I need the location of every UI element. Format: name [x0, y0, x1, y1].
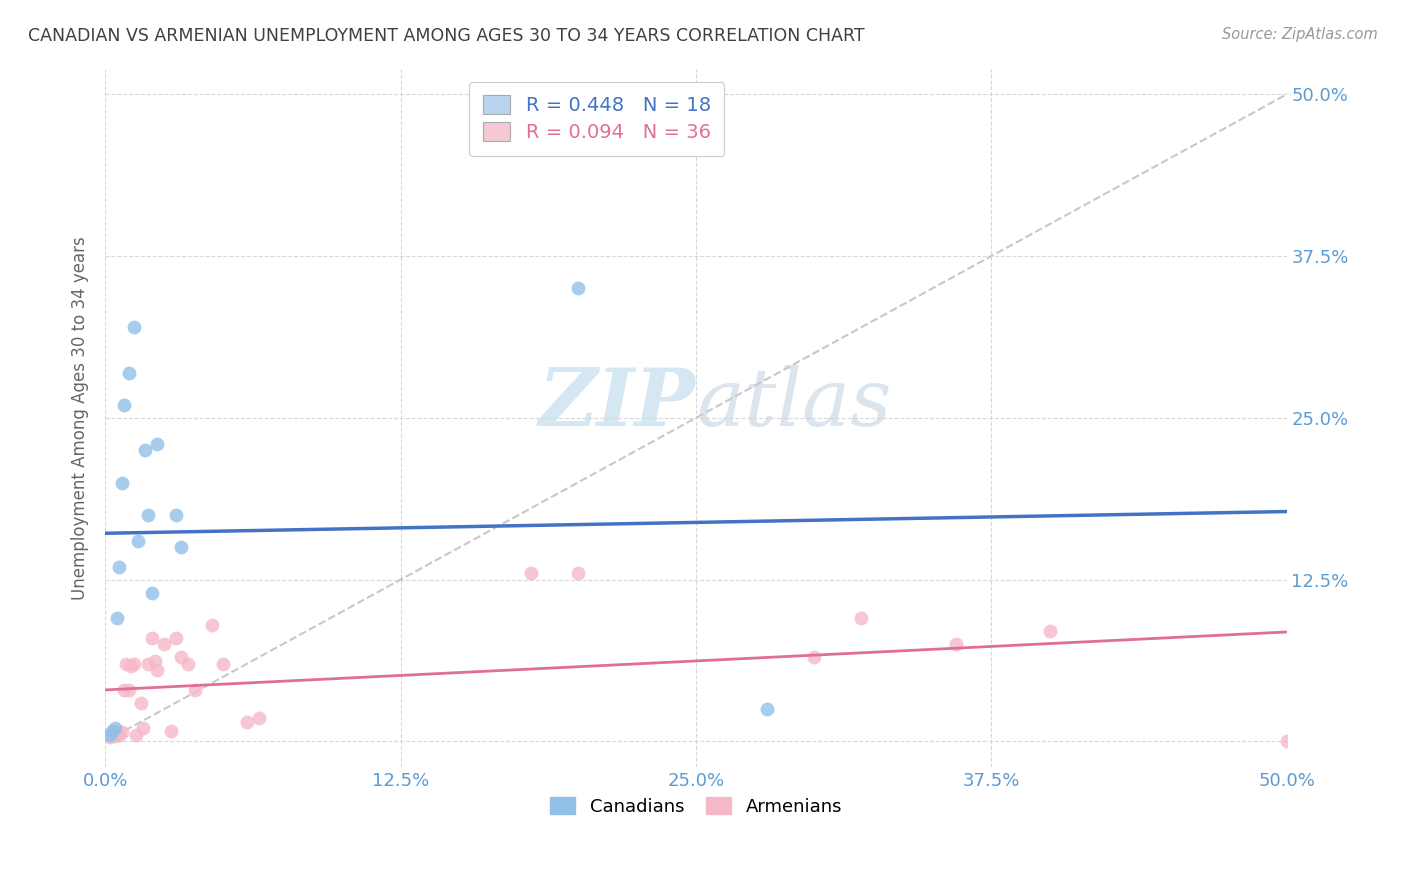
Y-axis label: Unemployment Among Ages 30 to 34 years: Unemployment Among Ages 30 to 34 years: [72, 236, 89, 599]
Point: [108, 559, 131, 574]
Point: [122, 657, 145, 671]
Point: [165, 508, 187, 522]
Point: [104, 722, 127, 736]
Point: [134, 443, 156, 458]
Point: [184, 682, 207, 697]
Legend: Canadians, Armenians: Canadians, Armenians: [541, 788, 851, 824]
Point: [200, 618, 222, 632]
Point: [125, 728, 148, 742]
Point: [112, 682, 135, 697]
Point: [177, 657, 200, 671]
Point: [105, 724, 128, 739]
Point: [755, 702, 778, 716]
Point: [136, 657, 159, 671]
Point: [247, 711, 270, 725]
Point: [212, 657, 235, 671]
Point: [127, 533, 149, 548]
Point: [98, 728, 121, 742]
Point: [105, 726, 128, 740]
Point: [118, 682, 141, 697]
Point: [141, 631, 163, 645]
Point: [104, 729, 127, 743]
Point: [236, 714, 259, 729]
Point: [567, 566, 589, 581]
Point: [98, 731, 121, 745]
Point: [115, 657, 138, 671]
Point: [519, 566, 541, 581]
Point: [851, 611, 873, 625]
Point: [129, 696, 152, 710]
Point: [1039, 624, 1062, 639]
Point: [141, 585, 163, 599]
Point: [803, 650, 825, 665]
Point: [112, 398, 135, 412]
Point: [136, 508, 159, 522]
Point: [165, 631, 187, 645]
Point: [160, 724, 183, 739]
Point: [153, 637, 176, 651]
Point: [122, 320, 145, 334]
Point: [146, 436, 169, 450]
Point: [101, 724, 124, 739]
Point: [101, 728, 124, 742]
Point: [105, 611, 128, 625]
Point: [1275, 734, 1298, 748]
Point: [108, 728, 131, 742]
Text: atlas: atlas: [696, 365, 891, 442]
Text: ZIP: ZIP: [538, 365, 696, 442]
Point: [146, 663, 169, 677]
Point: [567, 281, 589, 295]
Point: [143, 654, 166, 668]
Point: [120, 659, 142, 673]
Point: [118, 366, 141, 380]
Point: [132, 722, 155, 736]
Point: [945, 637, 967, 651]
Text: CANADIAN VS ARMENIAN UNEMPLOYMENT AMONG AGES 30 TO 34 YEARS CORRELATION CHART: CANADIAN VS ARMENIAN UNEMPLOYMENT AMONG …: [28, 27, 865, 45]
Text: Source: ZipAtlas.com: Source: ZipAtlas.com: [1222, 27, 1378, 42]
Point: [111, 725, 134, 739]
Point: [170, 541, 193, 555]
Point: [111, 475, 134, 490]
Point: [170, 650, 193, 665]
